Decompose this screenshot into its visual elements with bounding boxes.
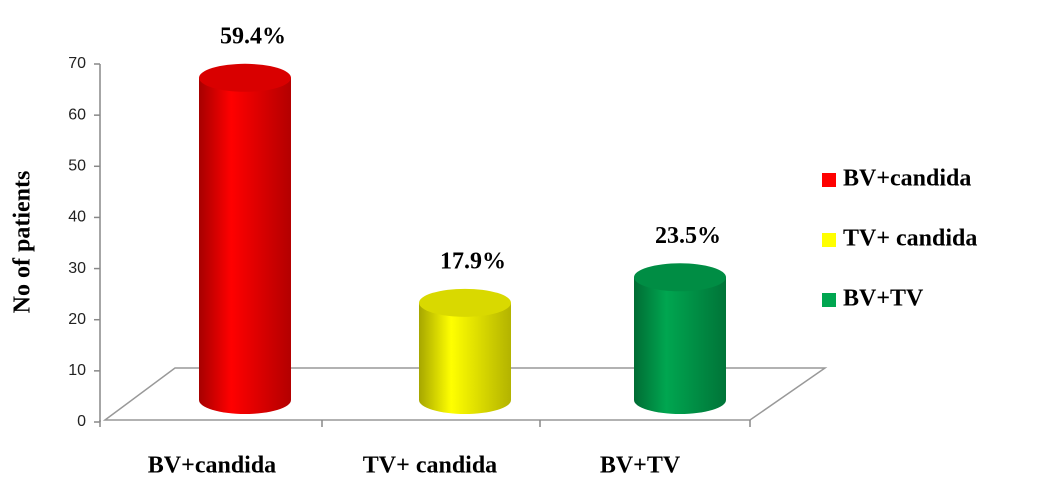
legend-label: BV+candida [843, 166, 971, 192]
y-tick-label: 50 [68, 158, 86, 175]
x-tick-label: TV+ candida [363, 453, 497, 479]
bar [634, 277, 726, 414]
y-tick-label: 60 [68, 106, 86, 123]
legend-label: TV+ candida [843, 226, 977, 252]
bar [419, 302, 511, 414]
percent-label: 59.4% [220, 23, 286, 49]
y-axis-label: No of patients [10, 171, 36, 314]
y-tick-label: 20 [68, 311, 86, 328]
percent-label: 23.5% [655, 223, 721, 249]
y-tick-label: 0 [77, 413, 86, 430]
bar-top [419, 288, 511, 317]
percent-label: 17.9% [440, 248, 506, 274]
y-tick-label: 70 [68, 55, 86, 72]
x-tick-label: BV+candida [148, 453, 276, 479]
bar [199, 77, 291, 415]
y-tick-label: 40 [68, 209, 86, 226]
x-tick-label: BV+TV [600, 453, 681, 479]
legend-swatch [822, 233, 836, 247]
legend-label: BV+TV [843, 286, 924, 312]
y-tick-label: 30 [68, 260, 86, 277]
legend-swatch [822, 173, 836, 187]
y-tick-label: 10 [68, 362, 86, 379]
legend-swatch [822, 293, 836, 307]
bar-top [199, 63, 291, 92]
bar-top [634, 263, 726, 292]
